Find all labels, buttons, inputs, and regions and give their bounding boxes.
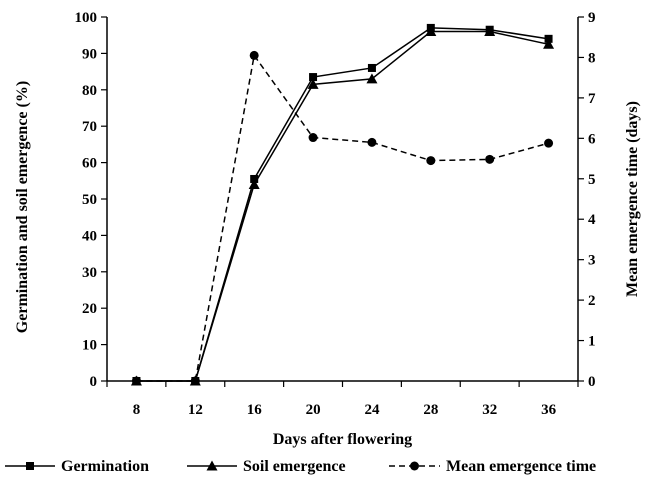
legend-label: Soil emergence — [243, 458, 346, 475]
legend-item: Mean emergence time — [389, 458, 596, 475]
y2-tick-label: 0 — [588, 374, 596, 390]
data-point — [485, 154, 495, 164]
y-axis-title: Germination and soil emergence (%) — [14, 81, 31, 333]
y2-tick-label: 6 — [588, 131, 596, 147]
x-tick-label: 16 — [247, 402, 263, 418]
y-tick-label: 20 — [82, 301, 97, 317]
y-tick-label: 10 — [82, 338, 97, 354]
x-tick-label: 24 — [364, 402, 380, 418]
legend-label: Mean emergence time — [446, 458, 596, 475]
data-point — [367, 63, 376, 72]
series-square — [132, 23, 553, 385]
y2-tick-label: 5 — [588, 172, 596, 188]
y-tick-label: 40 — [82, 228, 97, 244]
y2-tick-label: 3 — [588, 253, 596, 269]
x-tick-label: 28 — [423, 402, 438, 418]
y2-tick-label: 1 — [588, 334, 596, 350]
legend: Germination Soil emergence Mean emergence … — [5, 458, 596, 475]
data-point — [544, 138, 554, 148]
series-triangle — [130, 26, 555, 386]
series-line — [136, 53, 549, 382]
data-point — [426, 156, 436, 166]
series-circle — [131, 50, 554, 386]
y-tick-label: 90 — [82, 46, 97, 62]
legend-marker — [206, 460, 218, 471]
y2-tick-label: 2 — [588, 293, 596, 309]
x-axis-title: Days after flowering — [273, 431, 412, 448]
y-tick-label: 100 — [75, 10, 98, 26]
x-tick-label: 32 — [482, 402, 497, 418]
data-point — [543, 38, 555, 49]
y2-tick-label: 9 — [588, 10, 596, 26]
data-point — [366, 73, 378, 84]
data-point — [248, 178, 260, 189]
data-point — [484, 26, 496, 37]
x-tick-label: 12 — [188, 402, 203, 418]
y-tick-label: 70 — [82, 119, 97, 135]
y-tick-label: 50 — [82, 192, 97, 208]
data-point — [190, 376, 200, 386]
y2-tick-label: 7 — [588, 91, 596, 107]
y2-axis-title: Mean emergence time (days) — [624, 101, 641, 297]
series-line — [136, 30, 549, 382]
data-point — [425, 26, 437, 37]
y2-tick-label: 8 — [588, 50, 596, 66]
data-point — [309, 73, 318, 82]
legend-item: Germination — [5, 458, 149, 475]
x-tick-label: 8 — [133, 402, 141, 418]
data-point — [131, 376, 141, 386]
data-point — [249, 50, 259, 60]
series-layer — [130, 23, 555, 386]
y-tick-label: 60 — [82, 156, 97, 172]
y-tick-label: 80 — [82, 83, 97, 99]
legend-item: Soil emergence — [187, 458, 346, 475]
y-tick-label: 0 — [90, 374, 98, 390]
data-point — [307, 78, 319, 89]
data-point — [367, 137, 377, 147]
data-point — [308, 133, 318, 143]
legend-marker — [410, 461, 419, 471]
legend-marker — [26, 462, 34, 470]
x-tick-label: 20 — [306, 402, 321, 418]
x-tick-label: 36 — [541, 402, 557, 418]
y-tick-label: 30 — [82, 265, 97, 281]
legend-label: Germination — [61, 458, 149, 475]
y2-tick-label: 4 — [588, 212, 596, 228]
